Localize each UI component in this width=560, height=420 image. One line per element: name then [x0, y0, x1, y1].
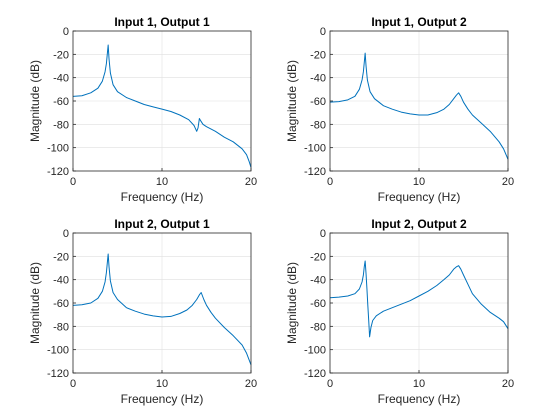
series-line-1 [329, 52, 509, 160]
y-tick-label: 0 [63, 228, 69, 240]
chart-title: Input 2, Output 2 [371, 217, 467, 231]
x-tick-label: 0 [70, 176, 76, 188]
x-tick-label: 20 [245, 378, 257, 390]
y-tick-label: 0 [63, 26, 69, 38]
chart-panel-2: 0 10 20 0 -20 -40 -60 -80 -100 -120 Input 1, Outpu… [285, 15, 514, 204]
y-axis-label: Magnitude (dB) [28, 60, 42, 142]
series-line-1 [329, 260, 509, 338]
y-tick-label: -20 [53, 251, 69, 263]
y-tick-label: -100 [304, 143, 326, 155]
y-tick-label: -120 [47, 368, 69, 380]
y-tick-label: 0 [320, 26, 326, 38]
y-tick-label: -80 [53, 119, 69, 131]
y-axis-label: Magnitude (dB) [28, 262, 42, 344]
chart-panel-3: 0 10 20 0 -20 -40 -60 -80 -100 -120 Input 2, Outpu… [28, 217, 257, 406]
y-tick-label: -80 [53, 321, 69, 333]
y-tick-label: -100 [304, 345, 326, 357]
series-line-1 [72, 44, 252, 168]
y-tick-label: -20 [310, 251, 326, 263]
x-tick-label: 10 [413, 378, 425, 390]
y-axis-label: Magnitude (dB) [285, 60, 299, 142]
y-tick-label: -80 [310, 321, 326, 333]
x-tick-label: 20 [502, 176, 514, 188]
y-axis-label: Magnitude (dB) [285, 262, 299, 344]
x-axis-label: Frequency (Hz) [121, 392, 204, 406]
y-tick-label: -60 [53, 96, 69, 108]
y-tick-label: -40 [310, 275, 326, 287]
y-tick-label: -100 [47, 345, 69, 357]
x-axis-label: Frequency (Hz) [378, 392, 461, 406]
x-tick-label: 10 [156, 176, 168, 188]
y-tick-label: -60 [310, 298, 326, 310]
x-tick-label: 20 [502, 378, 514, 390]
y-tick-label: -60 [53, 298, 69, 310]
chart-title: Input 1, Output 1 [114, 15, 210, 29]
y-tick-label: 0 [320, 228, 326, 240]
x-axis-label: Frequency (Hz) [121, 190, 204, 204]
y-tick-label: -120 [304, 166, 326, 178]
y-tick-label: -20 [53, 49, 69, 61]
y-tick-label: -80 [310, 119, 326, 131]
chart-panel-4: 0 10 20 0 -20 -40 -60 -80 -100 -120 Input 2, Outpu… [285, 217, 514, 406]
x-tick-label: 0 [327, 378, 333, 390]
chart-title: Input 1, Output 2 [371, 15, 467, 29]
chart-title: Input 2, Output 1 [114, 217, 210, 231]
y-tick-label: -100 [47, 143, 69, 155]
chart-panel-1: 0 10 20 0 -20 -40 -60 -80 -100 -120 Input 1, Outpu… [28, 15, 257, 204]
x-axis-label: Frequency (Hz) [378, 190, 461, 204]
series-line-1 [72, 253, 252, 366]
y-tick-label: -120 [304, 368, 326, 380]
y-tick-label: -60 [310, 96, 326, 108]
x-tick-label: 0 [70, 378, 76, 390]
y-tick-label: -40 [310, 73, 326, 85]
y-tick-label: -40 [53, 73, 69, 85]
x-tick-label: 10 [413, 176, 425, 188]
y-tick-label: -40 [53, 275, 69, 287]
y-tick-label: -20 [310, 49, 326, 61]
x-tick-label: 10 [156, 378, 168, 390]
x-tick-label: 0 [327, 176, 333, 188]
y-tick-label: -120 [47, 166, 69, 178]
x-tick-label: 20 [245, 176, 257, 188]
